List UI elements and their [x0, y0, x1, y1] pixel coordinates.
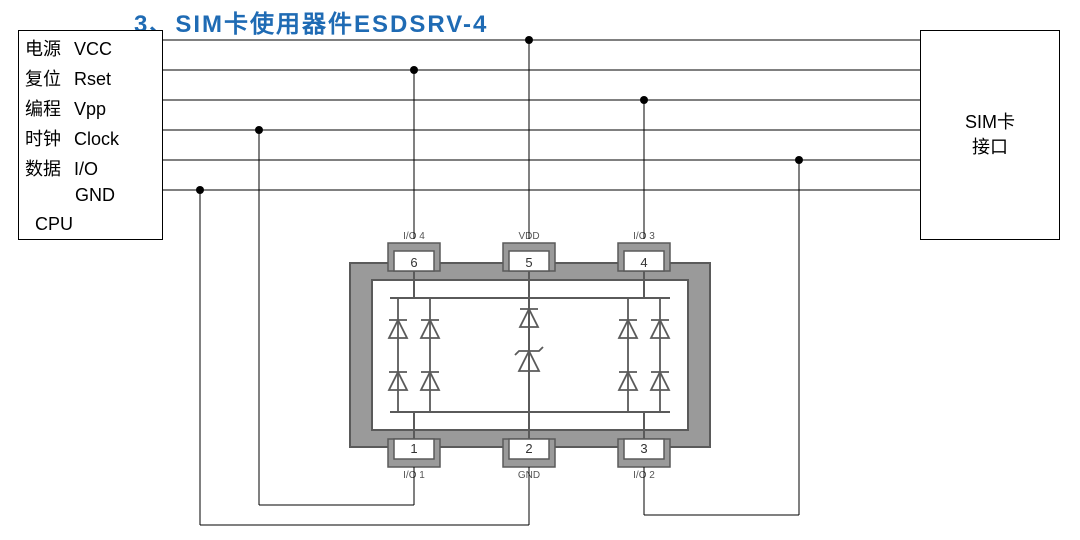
svg-text:2: 2: [525, 441, 532, 456]
cpu-block: 电源 VCC 复位 Rset 编程 Vpp 时钟 Clock 数据 I/O GN…: [18, 30, 163, 240]
svg-text:I/O 4: I/O 4: [403, 231, 425, 242]
cpu-label: CPU: [35, 214, 73, 235]
cpu-pin-gnd: GND: [19, 185, 162, 206]
diagram-title: 3、SIM卡使用器件ESDSRV-4: [134, 4, 488, 39]
cpu-pin-vpp: 编程 Vpp: [19, 95, 162, 121]
svg-text:I/O 2: I/O 2: [633, 470, 655, 481]
svg-text:GND: GND: [518, 470, 540, 481]
svg-text:6: 6: [410, 255, 417, 270]
svg-text:I/O 1: I/O 1: [403, 470, 425, 481]
svg-text:VDD: VDD: [518, 231, 539, 242]
cpu-pin-rset: 复位 Rset: [19, 65, 162, 91]
cpu-pin-io: 数据 I/O: [19, 155, 162, 181]
svg-text:3: 3: [640, 441, 647, 456]
sim-interface-block: SIM卡 接口: [920, 30, 1060, 240]
svg-text:4: 4: [640, 255, 647, 270]
cpu-pin-clock: 时钟 Clock: [19, 125, 162, 151]
sim-label-2: 接口: [972, 135, 1008, 160]
cpu-pin-vcc: 电源 VCC: [19, 35, 162, 61]
svg-text:1: 1: [410, 441, 417, 456]
svg-text:5: 5: [525, 255, 532, 270]
sim-label-1: SIM卡: [965, 110, 1015, 135]
svg-text:I/O 3: I/O 3: [633, 231, 655, 242]
